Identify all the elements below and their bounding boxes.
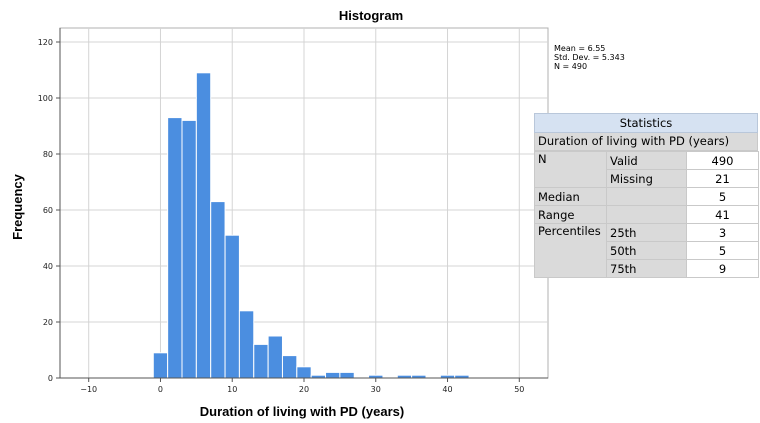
statistics-grid: N Valid 490 Missing 21 Median 5 Range 41… — [534, 151, 759, 278]
row-sub-75th: 75th — [606, 259, 687, 278]
y-axis-label: Frequency — [10, 173, 25, 240]
histogram-bar — [167, 117, 183, 379]
histogram-bar — [296, 366, 312, 379]
x-tick-label: 40 — [442, 385, 452, 394]
summary-n: N = 490 — [554, 62, 587, 71]
histogram-bar — [281, 355, 298, 379]
row-label-range: Range — [534, 205, 607, 224]
value-25th: 3 — [686, 223, 759, 242]
summary-std-dev: Std. Dev. = 5.343 — [554, 53, 625, 62]
row-label-median: Median — [534, 187, 607, 206]
histogram-bar — [224, 234, 240, 379]
y-tick-label: 120 — [38, 38, 53, 47]
row-sub-25th: 25th — [606, 223, 687, 242]
table-row: Median 5 — [534, 187, 759, 206]
value-75th: 9 — [686, 259, 759, 278]
row-sub-valid: Valid — [606, 151, 687, 170]
bars — [152, 72, 470, 379]
histogram-bar — [195, 72, 212, 379]
y-tick-label: 0 — [48, 374, 53, 383]
y-tick-label: 40 — [43, 262, 53, 271]
value-valid: 490 — [686, 151, 759, 170]
histogram-bar — [325, 371, 341, 379]
y-tick-label: 100 — [38, 94, 53, 103]
table-row: Percentiles 25th 3 — [534, 223, 759, 278]
value-range: 41 — [686, 205, 759, 224]
chart-title: Histogram — [339, 8, 403, 23]
axes: −10 0 10 20 30 40 50 0 20 40 60 80 100 120 — [38, 28, 548, 394]
histogram-bar — [152, 352, 169, 379]
x-axis-label: Duration of living with PD (years) — [200, 404, 404, 419]
y-tick-label: 60 — [43, 206, 53, 215]
x-tick-label: 50 — [514, 385, 524, 394]
statistics-variable-name: Duration of living with PD (years) — [534, 133, 758, 151]
row-sub-missing: Missing — [606, 169, 687, 188]
x-tick-label: 20 — [299, 385, 309, 394]
y-tick-label: 20 — [43, 318, 53, 327]
row-label-percentiles: Percentiles — [534, 223, 607, 278]
row-label-n: N — [534, 151, 607, 188]
table-row: 50th 5 — [535, 241, 759, 260]
histogram-bar — [238, 310, 255, 379]
histogram-bar — [253, 343, 269, 379]
table-row: Missing 21 — [535, 169, 759, 188]
value-missing: 21 — [686, 169, 759, 188]
histogram-bar — [267, 335, 283, 379]
value-median: 5 — [686, 187, 759, 206]
histogram-bar — [210, 201, 226, 379]
histogram-bar — [181, 119, 197, 379]
value-50th: 5 — [686, 241, 759, 260]
table-row: 75th 9 — [535, 259, 759, 278]
x-tick-label: 0 — [158, 385, 163, 394]
x-tick-label: 30 — [371, 385, 381, 394]
statistics-title: Statistics — [534, 113, 758, 133]
x-tick-label: −10 — [80, 385, 97, 394]
row-sub-50th: 50th — [606, 241, 687, 260]
table-row: Range 41 — [534, 205, 759, 224]
x-tick-label: 10 — [227, 385, 237, 394]
summary-mean: Mean = 6.55 — [554, 44, 605, 53]
row-sub-range — [606, 205, 687, 224]
row-sub-median — [606, 187, 687, 206]
statistics-table: Statistics Duration of living with PD (y… — [534, 113, 759, 278]
table-row: N Valid 490 — [534, 151, 759, 188]
y-tick-label: 80 — [43, 150, 53, 159]
histogram-bar — [339, 371, 355, 379]
